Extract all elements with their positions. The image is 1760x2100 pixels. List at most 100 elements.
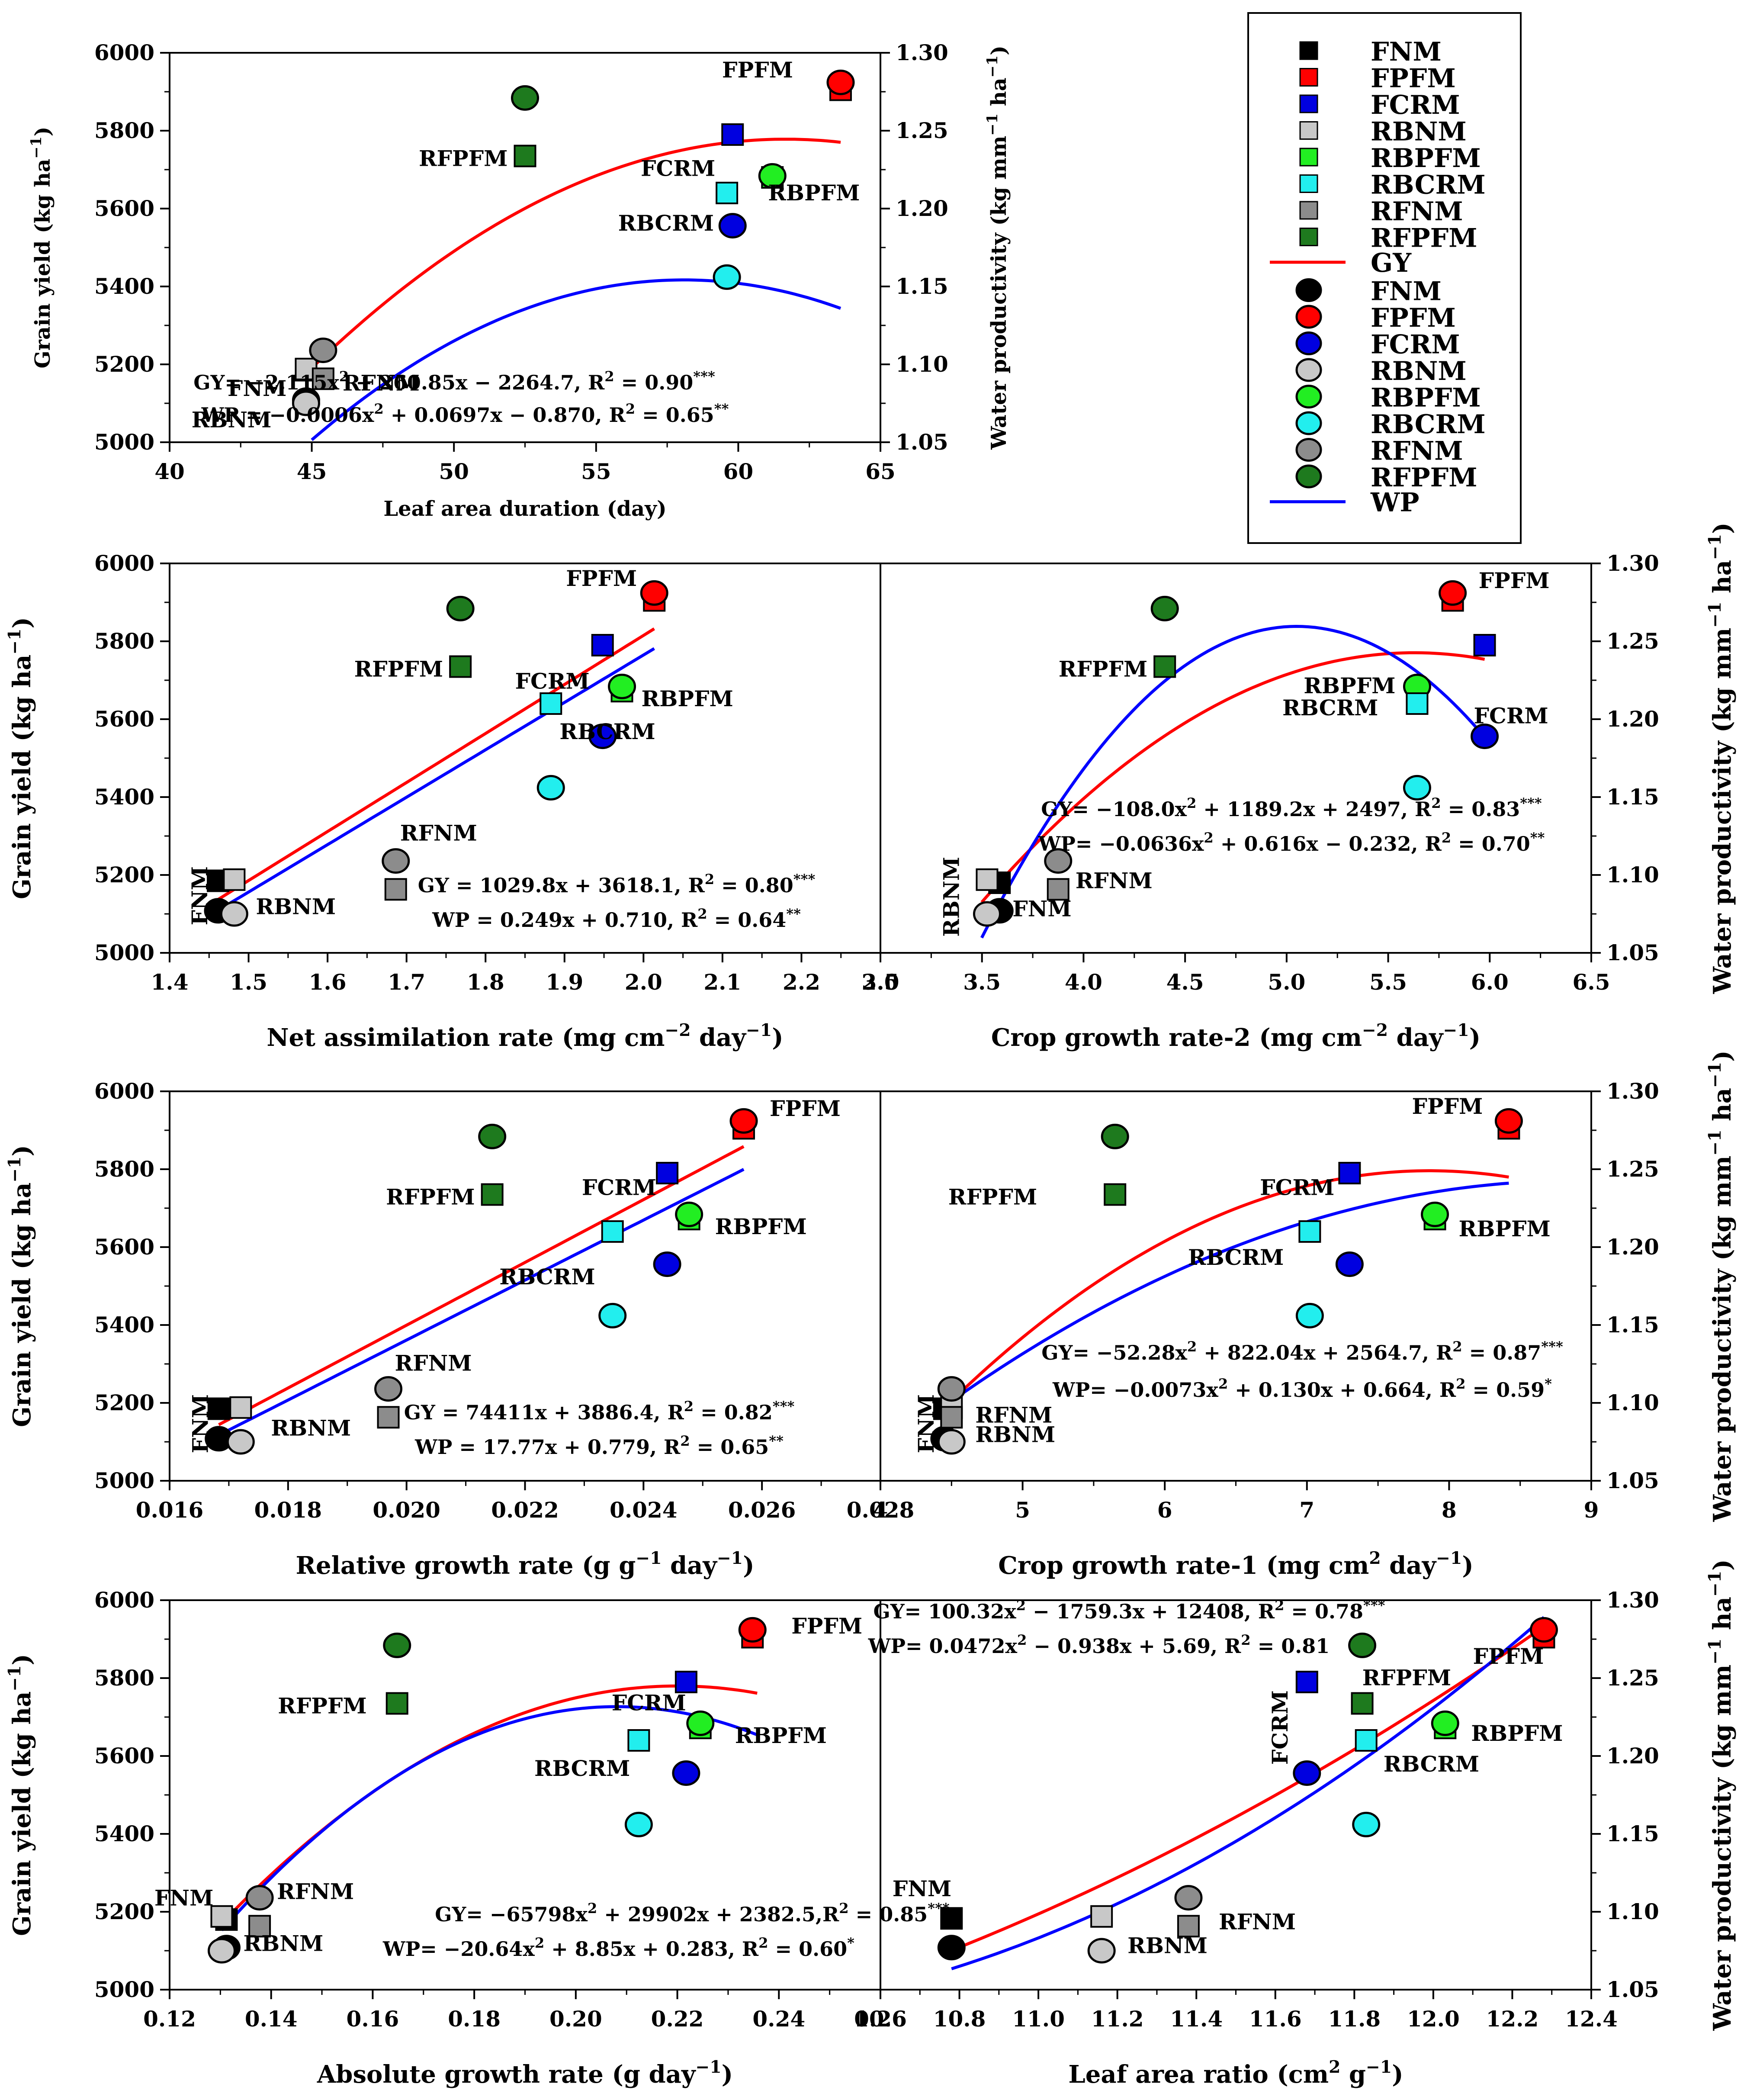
point-label-rbcrm: RBCRM <box>534 1756 630 1781</box>
y2-tick-label: 1.10 <box>1606 1899 1659 1924</box>
wp-point-rbnm <box>220 901 248 927</box>
x-tick-label: 0.16 <box>347 2006 399 2032</box>
gy-point-rfpfm <box>385 1692 408 1715</box>
legend-label: FNM <box>1371 277 1442 307</box>
wp-point-rfnm <box>374 1376 403 1402</box>
x-tick-label: 11.6 <box>1249 2006 1302 2032</box>
wp-fit-line <box>951 1616 1545 1971</box>
point-label-rfnm: RFNM <box>1076 868 1153 893</box>
point-label-rfpfm: RFPFM <box>1362 1665 1452 1690</box>
legend-square-rfpfm <box>1299 228 1318 246</box>
x-tick-label: 55 <box>581 459 611 484</box>
wp-point-rfpfm <box>383 1632 411 1658</box>
y-tick-label: 5000 <box>94 1468 154 1493</box>
point-label-fpfm: FPFM <box>1479 568 1550 593</box>
gy-point-fcrm <box>1473 634 1496 656</box>
chart-lad: 40 45 50 55 60 65 5000 5200 5400 5600 5800 6000 Grai… <box>27 40 1011 521</box>
point-label-rbnm: RBNM <box>938 857 964 937</box>
legend-circle-fnm <box>1295 278 1322 302</box>
x-tick-label: 3.0 <box>862 969 899 995</box>
x-tick-label: 0.20 <box>549 2006 602 2032</box>
wp-point-fcrm <box>1293 1760 1321 1786</box>
x-axis-label: Relative growth rate (g g−1 day−1) <box>295 1548 754 1580</box>
point-label-fpfm: FPFM <box>1473 1643 1544 1669</box>
legend-square-fpfm <box>1299 68 1318 87</box>
wp-point-fpfm <box>1529 1617 1558 1643</box>
point-label-rbpfm: RBPFM <box>1471 1721 1563 1746</box>
x-tick-label: 11.0 <box>1012 2006 1065 2032</box>
gy-point-rbnm <box>1090 1905 1113 1928</box>
point-label-rfpfm: RFPFM <box>948 1184 1037 1209</box>
point-label-rfnm: RFNM <box>975 1402 1052 1428</box>
gy-point-rbcrm <box>540 692 562 715</box>
point-label-rbnm: RBNM <box>271 1415 351 1441</box>
wp-point-rbpfm <box>758 163 787 189</box>
x-tick-label: 45 <box>297 459 327 484</box>
wp-point-fpfm <box>1439 580 1467 606</box>
wp-equation: WP= 0.0472x2 − 0.938x + 5.69, R2 = 0.81 <box>868 1632 1330 1658</box>
x-tick-label: 6.5 <box>1573 969 1610 995</box>
y2-tick-label: 1.25 <box>896 118 948 143</box>
x-tick-label: 12.4 <box>1565 2006 1618 2032</box>
point-label-fpfm: FPFM <box>566 566 637 591</box>
point-label-rbcrm: RBCRM <box>559 719 655 744</box>
gy-point-fcrm <box>1338 1162 1361 1184</box>
point-label-rbnm: RBNM <box>975 1421 1055 1447</box>
point-label-rbpfm: RBPFM <box>642 686 733 711</box>
legend-square-rbpfm <box>1299 148 1318 167</box>
wp-fit-line <box>943 1181 1509 1408</box>
gy-point-rfpfm <box>449 655 472 678</box>
wp-point-fcrm <box>1335 1251 1364 1277</box>
point-label-rfnm: RFNM <box>1219 1909 1296 1934</box>
gy-point-fcrm <box>674 1671 697 1693</box>
gy-point-fnm <box>207 1397 230 1420</box>
wp-point-fcrm <box>653 1251 681 1277</box>
gy-point-rbcrm <box>1406 692 1429 715</box>
point-label-rbpfm: RBPFM <box>768 180 860 206</box>
point-label-rfnm: RFNM <box>395 1350 472 1376</box>
y2-tick-label: 1.25 <box>1606 1665 1659 1691</box>
gy-fit-line <box>980 651 1485 904</box>
gy-point-rbnm <box>976 868 999 891</box>
legend-label: WP <box>1370 488 1420 518</box>
y2-tick-label: 1.15 <box>1606 784 1659 810</box>
y-axis-label: Grain yield (kg ha−1) <box>5 1145 36 1427</box>
gy-point-rfpfm <box>1351 1692 1374 1715</box>
legend-box <box>1247 12 1522 544</box>
legend-circle-rfnm <box>1295 438 1322 462</box>
y2-axis-label: Water productivity (kg mm−1 ha−1) <box>1705 1050 1737 1522</box>
point-label-rfpfm: RFPFM <box>419 145 508 171</box>
x-tick-label: 0.022 <box>491 1497 559 1523</box>
wp-point-rfpfm <box>1150 595 1179 621</box>
legend-label: FPFM <box>1371 64 1456 94</box>
legend-square-rbcrm <box>1299 174 1318 193</box>
y-tick-label: 5800 <box>94 1156 154 1182</box>
y2-tick-label: 1.05 <box>1606 1468 1659 1493</box>
wp-point-rbcrm <box>1403 775 1431 801</box>
gy-equation: GY= 100.32x2 − 1759.3x + 12408, R2 = 0.7… <box>874 1597 1385 1623</box>
point-label-fcrm: FCRM <box>641 155 715 181</box>
x-tick-label: 5.5 <box>1369 969 1407 995</box>
x-tick-label: 10.6 <box>854 2006 907 2032</box>
x-tick-label: 3.5 <box>963 969 1001 995</box>
y2-tick-label: 1.25 <box>1606 1156 1659 1182</box>
wp-point-rfpfm <box>478 1123 507 1149</box>
legend-label: FCRM <box>1371 330 1460 360</box>
y-tick-label: 5400 <box>94 1312 154 1338</box>
wp-equation: WP = 17.77x + 0.779, R2 = 0.65** <box>414 1433 784 1459</box>
x-tick-label: 2.0 <box>625 969 662 995</box>
x-tick-label: 0.018 <box>254 1497 322 1523</box>
y-tick-label: 6000 <box>94 1587 154 1613</box>
gy-fit-line <box>311 138 841 369</box>
y-tick-label: 6000 <box>94 550 154 576</box>
x-axis-label: Crop growth rate-2 (mg cm−2 day−1) <box>991 1020 1481 1052</box>
gy-point-rbnm <box>223 868 246 891</box>
x-axis-label: Leaf area ratio (cm2 g−1) <box>1068 2057 1403 2089</box>
point-label-fcrm: FCRM <box>515 668 590 694</box>
point-label-rbpfm: RBPFM <box>1304 673 1395 698</box>
y2-tick-label: 1.05 <box>896 429 948 455</box>
legend-circle-rbnm <box>1295 358 1322 382</box>
wp-point-rbnm <box>937 1429 966 1455</box>
y-axis-label: Grain yield (kg ha−1) <box>5 1654 36 1936</box>
